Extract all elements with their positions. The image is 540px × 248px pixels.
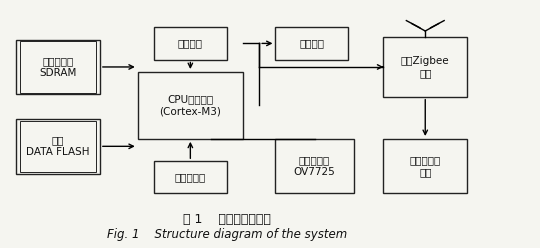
Bar xyxy=(275,139,354,193)
Text: 温度传感器
模块: 温度传感器 模块 xyxy=(410,155,441,177)
Bar xyxy=(275,27,348,60)
Text: 外部
DATA FLASH: 外部 DATA FLASH xyxy=(26,135,90,157)
Text: 图像传感器
OV7725: 图像传感器 OV7725 xyxy=(294,155,335,177)
Bar xyxy=(16,40,100,94)
Bar xyxy=(20,121,96,172)
Bar xyxy=(383,139,467,193)
Text: 电机运动: 电机运动 xyxy=(299,38,325,48)
Bar xyxy=(154,27,227,60)
Text: 外部存储器
SDRAM: 外部存储器 SDRAM xyxy=(39,56,77,78)
Bar xyxy=(16,119,100,174)
Text: 电源模块: 电源模块 xyxy=(178,38,203,48)
Text: 图 1    系统总体结构图: 图 1 系统总体结构图 xyxy=(183,213,271,226)
Text: 无线Zigbee
模块: 无线Zigbee 模块 xyxy=(401,56,450,78)
Text: Fig. 1    Structure diagram of the system: Fig. 1 Structure diagram of the system xyxy=(107,228,347,241)
Bar xyxy=(383,37,467,97)
Bar xyxy=(20,41,96,93)
Bar xyxy=(154,161,227,193)
Text: 红外探测器: 红外探测器 xyxy=(175,172,206,182)
Bar xyxy=(138,72,243,139)
Text: CPU处理模块
(Cortex-M3): CPU处理模块 (Cortex-M3) xyxy=(159,94,221,116)
